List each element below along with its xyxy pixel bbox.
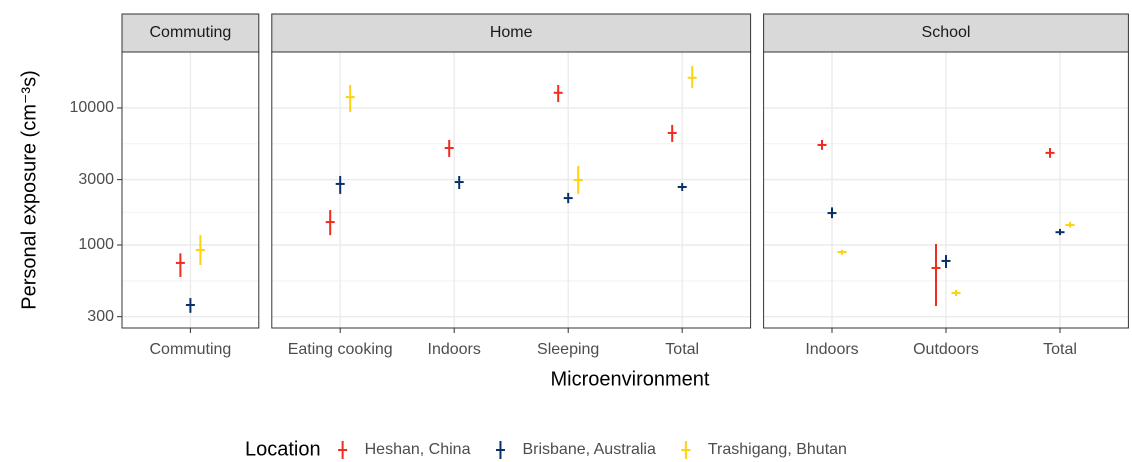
legend-entry: Brisbane, Australia — [495, 441, 656, 459]
x-tick-label: Indoors — [805, 341, 858, 358]
y-tick-label: 3000 — [78, 171, 114, 188]
facet-title: Home — [490, 24, 533, 41]
facet-title: Commuting — [149, 24, 231, 41]
x-tick-label: Commuting — [149, 341, 231, 358]
x-tick-label: Indoors — [428, 341, 481, 358]
panel-background — [271, 52, 751, 328]
facet-strip — [271, 13, 752, 53]
x-tick-label: Total — [665, 341, 699, 358]
facet-strip — [763, 13, 1129, 53]
legend-label: Trashigang, Bhutan — [708, 441, 847, 458]
y-tick-label: 1000 — [78, 236, 114, 253]
legend-label: Heshan, China — [365, 441, 471, 458]
y-axis-label: Personal exposure (cm⁻³s) — [18, 70, 40, 310]
x-tick-label: Outdoors — [913, 341, 979, 358]
y-tick-label: 10000 — [70, 99, 115, 116]
facet-strip — [121, 13, 260, 53]
legend-label: Brisbane, Australia — [522, 441, 656, 458]
legend-title: Location — [245, 438, 321, 460]
x-tick-label: Total — [1043, 341, 1077, 358]
facet-title: School — [922, 24, 971, 41]
x-tick-label: Sleeping — [537, 341, 599, 358]
legend-entry: Trashigang, Bhutan — [681, 441, 847, 459]
x-tick-label: Eating cooking — [288, 341, 393, 358]
x-axis-label: Microenvironment — [551, 368, 710, 390]
legend-entry: Heshan, China — [338, 441, 471, 459]
y-tick-label: 300 — [87, 308, 114, 325]
